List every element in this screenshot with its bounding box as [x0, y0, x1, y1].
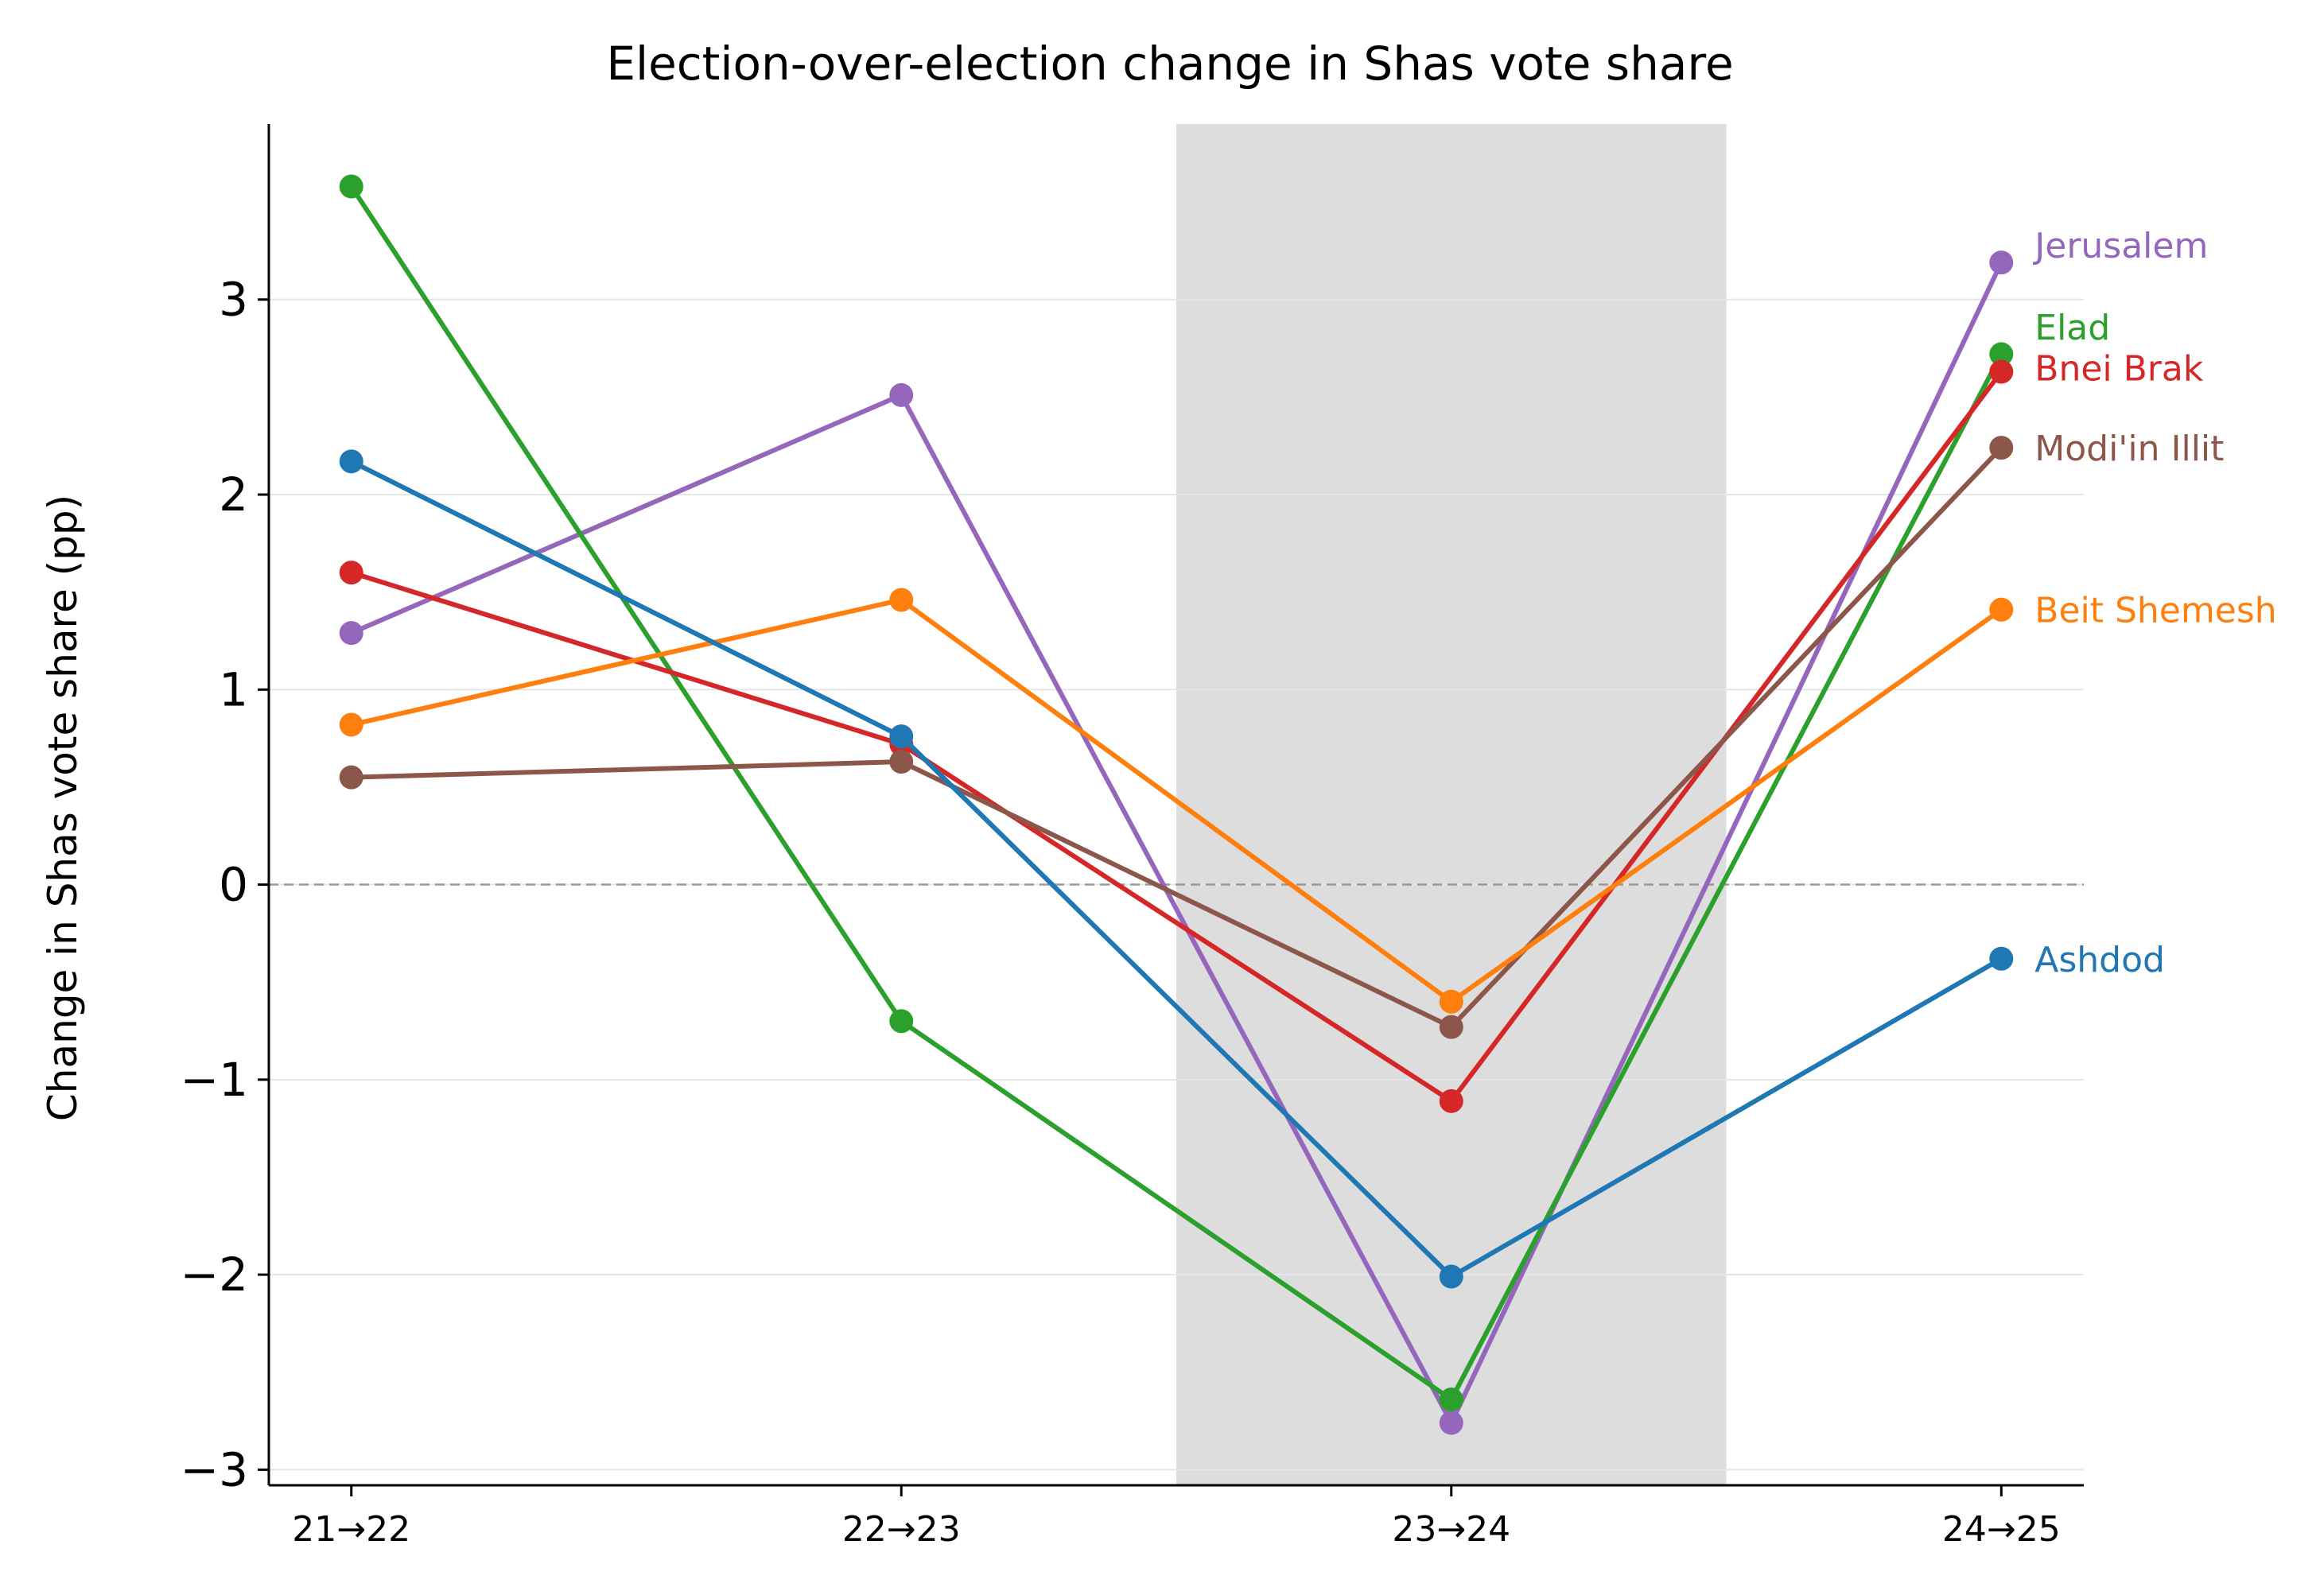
- y-axis-label: Change in Shas vote share (pp): [40, 495, 86, 1121]
- x-tick-label: 24→25: [1942, 1509, 2061, 1550]
- x-tick-label: 22→23: [842, 1509, 961, 1550]
- series-label-modi-in-illit: Modi'in Illit: [2034, 429, 2224, 469]
- data-point-beit-shemesh: [1989, 597, 2014, 622]
- x-tick-label: 21→22: [292, 1509, 410, 1550]
- series-line-beit-shemesh: [348, 597, 2004, 1004]
- series-label-jerusalem: Jerusalem: [2032, 226, 2208, 266]
- data-point-beit-shemesh: [1439, 989, 1463, 1014]
- data-point-beit-shemesh: [889, 588, 914, 612]
- y-tick-label: 1: [219, 662, 248, 716]
- series-label-elad: Elad: [2034, 308, 2110, 348]
- series-label-beit-shemesh: Beit Shemesh: [2034, 591, 2276, 631]
- series-line-jerusalem: [348, 260, 2004, 1426]
- data-point-jerusalem: [339, 621, 363, 646]
- data-point-bnei-brak: [339, 561, 363, 585]
- y-tick-label: 0: [219, 858, 248, 912]
- y-tick-label: 3: [219, 273, 248, 327]
- data-point-ashdod: [889, 724, 914, 749]
- data-point-ashdod: [1439, 1264, 1463, 1289]
- data-point-beit-shemesh: [339, 712, 363, 737]
- data-point-elad: [889, 1009, 914, 1034]
- y-tick-label: −1: [181, 1053, 249, 1107]
- data-point-jerusalem: [889, 382, 914, 407]
- y-tick-label: −2: [181, 1248, 249, 1302]
- y-tick-label: 2: [219, 468, 248, 522]
- data-point-jerusalem: [1439, 1411, 1463, 1435]
- data-point-modi-in-illit: [1989, 436, 2014, 460]
- data-point-modi-in-illit: [889, 750, 914, 774]
- data-point-jerusalem: [1989, 250, 2014, 275]
- data-point-elad: [339, 174, 363, 199]
- data-point-bnei-brak: [1989, 359, 2014, 384]
- data-point-modi-in-illit: [339, 765, 363, 790]
- series-label-bnei-brak: Bnei Brak: [2034, 349, 2204, 390]
- series-line-ashdod: [348, 459, 2004, 1279]
- highlight-span: [1176, 124, 1727, 1485]
- chart-title: Election-over-election change in Shas vo…: [606, 37, 1733, 91]
- x-tick-label: 23→24: [1392, 1509, 1510, 1550]
- series-label-ashdod: Ashdod: [2034, 940, 2165, 980]
- data-point-ashdod: [339, 449, 363, 474]
- series-line-elad: [348, 184, 2004, 1403]
- data-point-bnei-brak: [1439, 1089, 1463, 1113]
- data-point-elad: [1439, 1387, 1463, 1412]
- y-tick-label: −3: [181, 1442, 249, 1496]
- series-line-modi-in-illit: [348, 445, 2004, 1030]
- data-point-ashdod: [1989, 946, 2014, 971]
- data-point-modi-in-illit: [1439, 1015, 1463, 1039]
- data-point-elad: [1989, 342, 2014, 367]
